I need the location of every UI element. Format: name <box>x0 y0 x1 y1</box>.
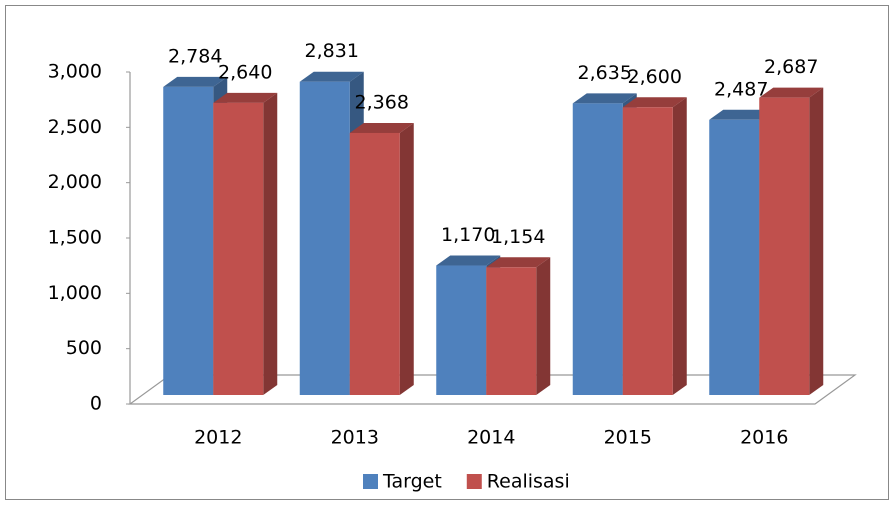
value-label: 2,368 <box>355 91 409 113</box>
x-tick-label: 2016 <box>740 427 788 449</box>
bar-front <box>572 103 623 395</box>
x-tick-label: 2015 <box>604 427 652 449</box>
bar-side <box>672 97 687 396</box>
bar-side <box>263 92 278 395</box>
bar-front <box>213 102 264 395</box>
bar <box>622 97 687 396</box>
bar-top <box>622 97 687 108</box>
value-label: 1,170 <box>441 224 495 246</box>
bar-side <box>536 257 551 395</box>
bar-side <box>399 122 414 395</box>
bar-top <box>436 255 501 266</box>
legend-label: Realisasi <box>487 471 570 493</box>
value-label: 2,784 <box>168 45 222 67</box>
bar-top <box>759 87 824 98</box>
bar-top <box>572 93 637 104</box>
y-tick-label: 2,000 <box>48 171 102 193</box>
x-tick-label: 2014 <box>467 427 515 449</box>
bar-front <box>486 267 537 395</box>
value-label: 2,635 <box>578 62 632 84</box>
y-tick-label: 0 <box>90 393 102 415</box>
bar-front <box>622 107 673 396</box>
value-label: 2,687 <box>764 56 818 78</box>
bar-front <box>709 119 760 395</box>
value-label: 2,640 <box>218 61 272 83</box>
bar-front <box>349 132 400 395</box>
legend-swatch <box>466 474 482 489</box>
y-tick-label: 2,500 <box>48 116 102 138</box>
bar-top <box>163 76 228 87</box>
legend-swatch <box>363 474 378 489</box>
value-label: 2,487 <box>714 78 768 100</box>
bar-top <box>486 257 551 268</box>
legend-label: Target <box>382 471 442 493</box>
bar-top <box>709 109 774 120</box>
value-label: 1,154 <box>491 226 545 248</box>
x-tick-label: 2013 <box>331 427 379 449</box>
y-tick-label: 3,000 <box>48 61 102 83</box>
bar-front <box>163 86 214 396</box>
bar-front <box>299 81 350 395</box>
bar-top <box>299 71 364 82</box>
bar-front <box>436 265 487 395</box>
bar-front <box>759 97 810 395</box>
bar <box>759 87 824 395</box>
x-tick-label: 2012 <box>194 427 242 449</box>
bar <box>349 122 414 395</box>
bar <box>486 257 551 395</box>
bar-side <box>809 87 824 395</box>
value-label: 2,831 <box>305 40 359 62</box>
bar-top <box>349 122 414 133</box>
y-tick-label: 1,000 <box>48 282 102 304</box>
bar-top <box>213 92 278 103</box>
bar <box>213 92 278 395</box>
y-tick-label: 1,500 <box>48 227 102 249</box>
value-label: 2,600 <box>628 66 682 88</box>
y-tick-label: 500 <box>66 337 102 359</box>
